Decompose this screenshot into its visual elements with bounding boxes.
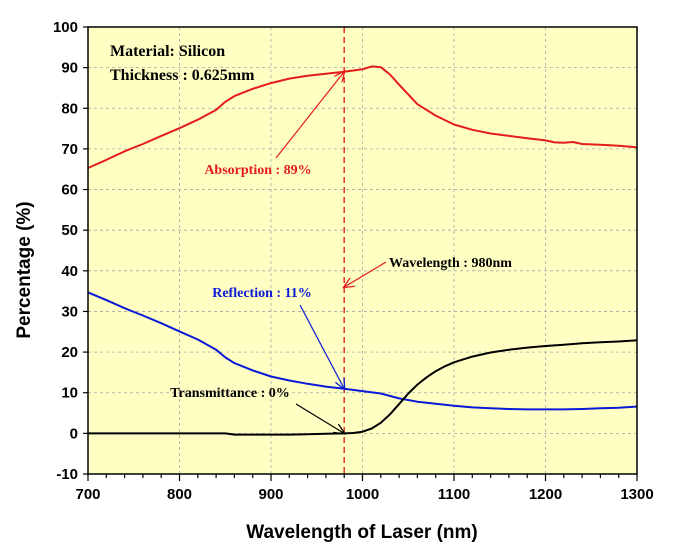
annotation-arrow: [299, 304, 344, 389]
gridlines: [88, 26, 637, 475]
annotation-transmittance: Transmittance : 0%: [170, 386, 290, 401]
x-tick-label: 1000: [346, 486, 379, 503]
y-tick-label: 80: [61, 100, 78, 117]
x-tick-label: 700: [75, 486, 100, 503]
y-tick-label: 40: [61, 263, 78, 280]
series-reflection-line: [87, 291, 638, 411]
annotation-arrow: [344, 261, 387, 287]
y-tick-label: 50: [61, 222, 78, 239]
y-tick-label: 70: [61, 141, 78, 158]
y-tick-label: 0: [70, 425, 78, 442]
x-tick-label: 1100: [438, 486, 471, 503]
annotation-reflection: Reflection : 11%: [212, 286, 312, 301]
axis-ticks: -10 0 10 20 30 40 50 60 70 80 90 100 700 800 900 1000 11…: [53, 19, 654, 503]
x-axis-label: Wavelength of Laser (nm): [246, 522, 478, 543]
material-label: Material: Silicon: [110, 43, 225, 60]
y-tick-label: 100: [53, 19, 78, 36]
x-tick-label: 800: [167, 486, 192, 503]
y-tick-label: -10: [56, 466, 78, 483]
annotation-arrow: [295, 403, 344, 433]
series-layer: [87, 65, 638, 436]
x-tick-label: 900: [258, 486, 283, 503]
annotation-wavelength: Wavelength : 980nm: [389, 256, 512, 271]
thickness-label: Thickness : 0.625mm: [110, 67, 255, 84]
x-tick-label: 1300: [620, 486, 653, 503]
y-tick-label: 30: [61, 303, 78, 320]
y-tick-label: 90: [61, 60, 78, 77]
y-tick-label: 20: [61, 344, 78, 361]
annotation-absorption: Absorption : 89%: [204, 163, 311, 178]
y-tick-label: 60: [61, 182, 78, 199]
series-absorption-line: [87, 65, 638, 169]
annotation-arrow: [275, 72, 344, 159]
y-tick-label: 10: [61, 385, 78, 402]
x-tick-label: 1200: [529, 486, 562, 503]
annotation-layer: Absorption : 89% Reflection : 11% Transmit…: [170, 72, 512, 434]
y-axis-label: Percentage (%): [14, 201, 35, 338]
series-transmittance-line: [88, 339, 638, 436]
